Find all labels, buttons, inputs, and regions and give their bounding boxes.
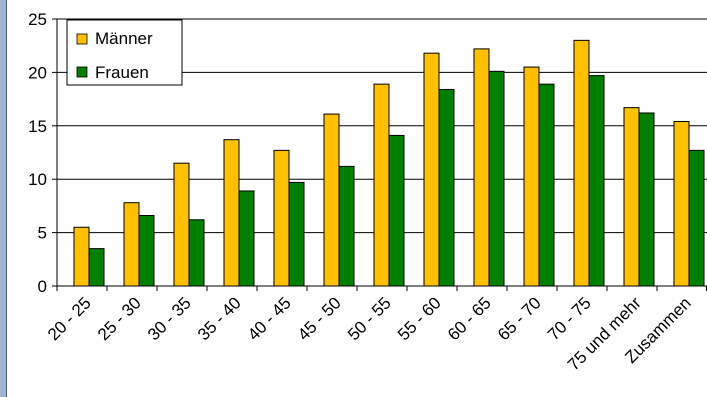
bar-m-nner-20-25 (73, 226, 90, 287)
y-tick-label: 15 (28, 117, 47, 136)
legend-label-maenner: Männer (95, 29, 153, 48)
x-tick-label: 40 - 45 (244, 293, 295, 344)
y-tick-label: 0 (38, 277, 47, 296)
bar-frauen-45-50 (338, 165, 355, 287)
x-tick-label: 50 - 55 (344, 293, 395, 344)
bar-m-nner-35-40 (223, 139, 240, 287)
bar-frauen-25-30 (138, 215, 155, 287)
bar-frauen-zusammen (688, 149, 705, 287)
y-tick-label: 25 (28, 10, 47, 29)
bar-m-nner-60-65 (473, 48, 490, 287)
x-tick-label: 25 - 30 (94, 293, 145, 344)
bar-m-nner-55-60 (423, 52, 440, 287)
bar-frauen-20-25 (88, 248, 105, 287)
x-tick-labels: 20 - 25 25 - 30 30 - 35 35 - 40 40 - 45 45 - … (44, 293, 695, 374)
bar-m-nner-75-und-mehr (623, 107, 640, 287)
bar-frauen-75-und-mehr (638, 112, 655, 287)
y-tick-label: 10 (28, 170, 47, 189)
x-tick-label: 45 - 50 (294, 293, 345, 344)
bar-frauen-60-65 (488, 70, 505, 287)
x-tick-label: 20 - 25 (44, 293, 95, 344)
bar-m-nner-50-55 (373, 83, 390, 287)
y-tick-label: 5 (38, 224, 47, 243)
bar-frauen-65-70 (538, 83, 555, 287)
bar-frauen-40-45 (288, 181, 305, 287)
bar-frauen-35-40 (238, 190, 255, 287)
legend-swatch-frauen (76, 66, 88, 78)
bar-frauen-70-75 (588, 75, 605, 287)
x-tick-label: 65 - 70 (494, 293, 545, 344)
x-tick-label: 55 - 60 (394, 293, 445, 344)
bar-m-nner-70-75 (573, 39, 590, 287)
y-tick-label: 20 (28, 63, 47, 82)
y-tick-labels: 0 5 10 15 20 25 (28, 10, 47, 296)
legend: Männer Frauen (66, 19, 183, 86)
x-tick-label: 35 - 40 (194, 293, 245, 344)
left-border-strip (0, 0, 7, 397)
x-tick-label: 30 - 35 (144, 293, 195, 344)
axes (52, 18, 707, 291)
bar-m-nner-45-50 (323, 113, 340, 287)
bar-m-nner-25-30 (123, 202, 140, 287)
bar-frauen-55-60 (438, 88, 455, 287)
bar-m-nner-65-70 (523, 66, 540, 287)
x-tick-label: 60 - 65 (444, 293, 495, 344)
bar-frauen-30-35 (188, 219, 205, 287)
bar-m-nner-30-35 (173, 162, 190, 287)
legend-swatch-maenner (76, 33, 88, 45)
bar-frauen-50-55 (388, 134, 405, 287)
legend-label-frauen: Frauen (95, 63, 149, 82)
bar-m-nner-zusammen (673, 121, 690, 287)
bar-m-nner-40-45 (273, 149, 290, 287)
